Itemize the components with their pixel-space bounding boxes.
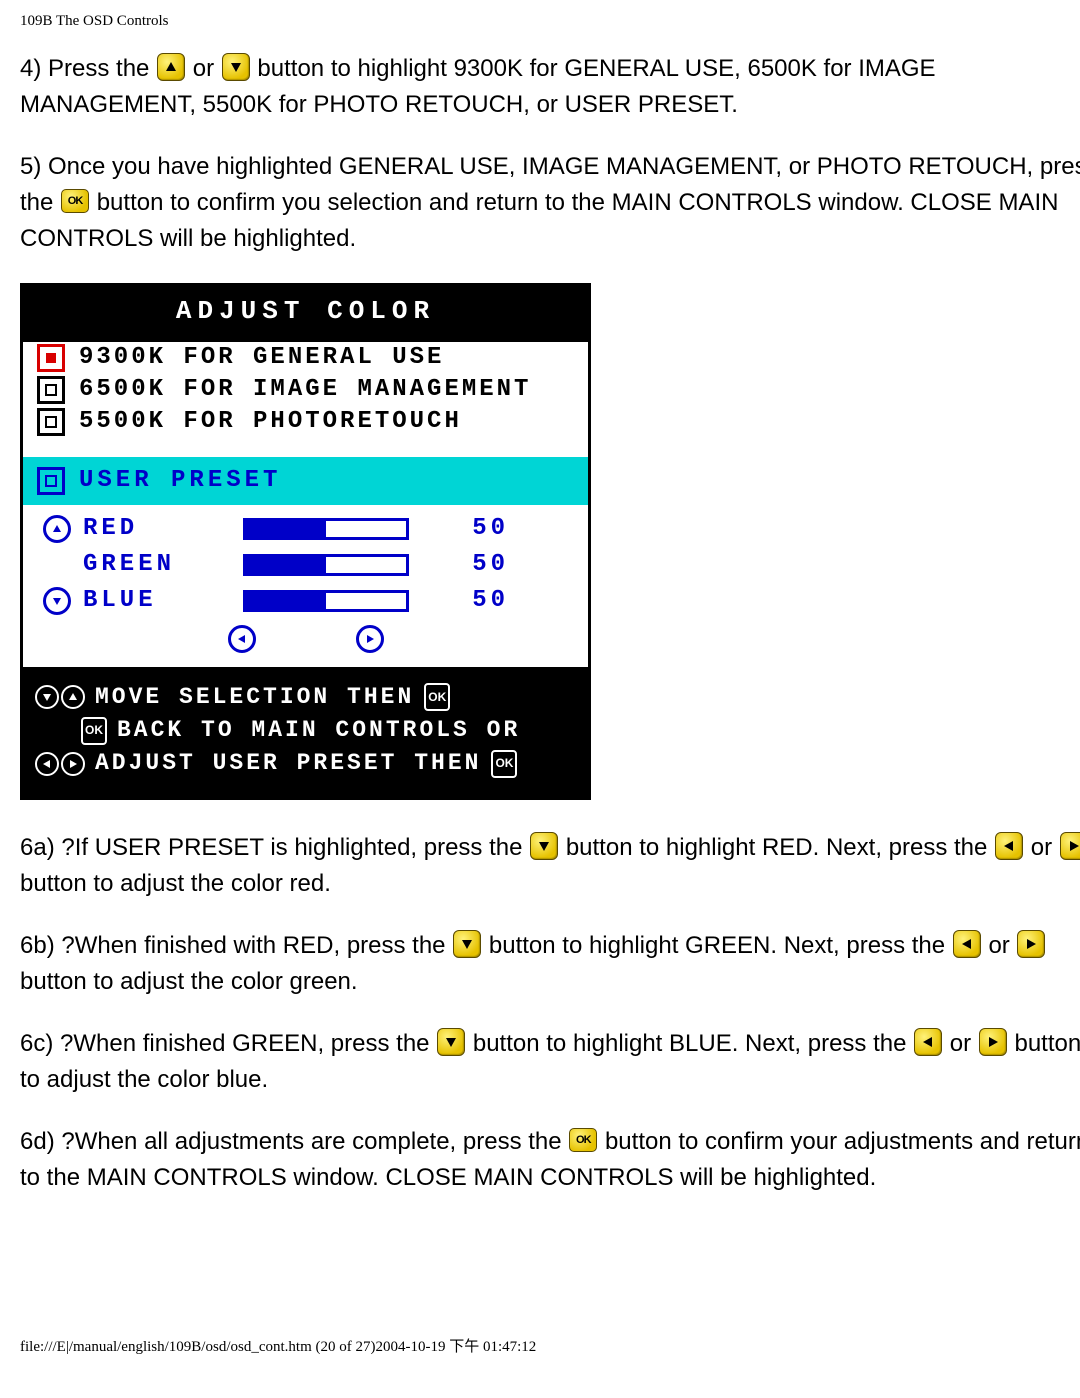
left-right-icon [35, 753, 85, 775]
up-button-icon [157, 53, 185, 81]
channel-bar [243, 554, 409, 576]
user-preset-header[interactable]: USER PRESET [23, 457, 588, 505]
left-right-controls [37, 619, 574, 653]
ok-button-icon: OK [569, 1128, 597, 1152]
osd-options: 9300K FOR GENERAL USE6500K FOR IMAGE MAN… [23, 339, 588, 457]
step-6c: 6c) ?When finished GREEN, press the butt… [20, 1026, 1080, 1098]
osd-option[interactable]: 9300K FOR GENERAL USE [37, 342, 574, 374]
up-arrow-icon [43, 515, 71, 543]
osd-option[interactable]: 6500K FOR IMAGE MANAGEMENT [37, 374, 574, 406]
ok-icon: OK [491, 750, 517, 778]
right-button-icon [1060, 832, 1080, 860]
arrow-slot [37, 587, 77, 615]
channel-value: 50 [469, 547, 509, 583]
down-button-icon [222, 53, 250, 81]
channel-row[interactable]: RED 50 [37, 511, 574, 547]
arrow-slot [37, 515, 77, 543]
text: or [950, 1030, 978, 1057]
down-button-icon [453, 930, 481, 958]
text: button to confirm you selection and retu… [20, 189, 1058, 252]
instr-text: MOVE SELECTION THEN [95, 681, 414, 714]
up-down-icon [35, 686, 85, 708]
step-6d: 6d) ?When all adjustments are complete, … [20, 1124, 1080, 1196]
osd-instructions: MOVE SELECTION THEN OK OK BACK TO MAIN C… [23, 667, 588, 797]
text: button to adjust the color green. [20, 968, 358, 995]
step-6a: 6a) ?If USER PRESET is highlighted, pres… [20, 830, 1080, 902]
instr-text: ADJUST USER PRESET THEN [95, 747, 481, 780]
step-5: 5) Once you have highlighted GENERAL USE… [20, 149, 1080, 257]
text: 6c) ?When finished GREEN, press the [20, 1030, 436, 1057]
osd-title: ADJUST COLOR [23, 286, 588, 339]
text: button to adjust the color red. [20, 870, 331, 897]
channel-name: BLUE [77, 583, 243, 619]
text: button to highlight GREEN. Next, press t… [489, 932, 952, 959]
text: 6b) ?When finished with RED, press the [20, 932, 452, 959]
channel-name: GREEN [77, 547, 243, 583]
left-button-icon [995, 832, 1023, 860]
down-arrow-icon [43, 587, 71, 615]
instr-text: BACK TO MAIN CONTROLS OR [117, 714, 520, 747]
left-button-icon [914, 1028, 942, 1056]
ok-icon: OK [424, 683, 450, 711]
osd-panel: ADJUST COLOR 9300K FOR GENERAL USE6500K … [20, 283, 591, 800]
ok-button-icon: OK [61, 189, 89, 213]
channel-row[interactable]: GREEN 50 [37, 547, 574, 583]
channel-bar [243, 518, 409, 540]
option-label: 6500K FOR IMAGE MANAGEMENT [79, 374, 531, 406]
user-preset-label: USER PRESET [79, 463, 281, 499]
text: 6a) ?If USER PRESET is highlighted, pres… [20, 834, 529, 861]
option-icon [37, 344, 65, 372]
channel-value: 50 [469, 511, 509, 547]
preset-icon [37, 467, 65, 495]
option-label: 9300K FOR GENERAL USE [79, 342, 444, 374]
channel-bar [243, 590, 409, 612]
step-6b: 6b) ?When finished with RED, press the b… [20, 928, 1080, 1000]
text: 4) Press the [20, 55, 156, 82]
text: button to highlight BLUE. Next, press th… [473, 1030, 913, 1057]
option-label: 5500K FOR PHOTORETOUCH [79, 406, 462, 438]
channel-name: RED [77, 511, 243, 547]
text: or [988, 932, 1016, 959]
text: button to highlight RED. Next, press the [566, 834, 994, 861]
option-icon [37, 408, 65, 436]
osd-option[interactable]: 5500K FOR PHOTORETOUCH [37, 406, 574, 438]
option-icon [37, 376, 65, 404]
right-button-icon [1017, 930, 1045, 958]
text: 6d) ?When all adjustments are complete, … [20, 1128, 568, 1155]
left-button-icon [953, 930, 981, 958]
text: or [193, 55, 221, 82]
channel-value: 50 [469, 583, 509, 619]
left-arrow-icon[interactable] [228, 625, 256, 653]
step-4: 4) Press the or button to highlight 9300… [20, 51, 1080, 123]
right-arrow-icon[interactable] [356, 625, 384, 653]
page-header: 109B The OSD Controls [20, 10, 1080, 33]
right-button-icon [979, 1028, 1007, 1056]
down-button-icon [530, 832, 558, 860]
page-footer: file:///E|/manual/english/109B/osd/osd_c… [20, 1336, 1080, 1359]
ok-icon: OK [81, 717, 107, 745]
text: or [1031, 834, 1059, 861]
osd-user-preset: USER PRESET RED 50 GREEN 50 BLUE 50 [23, 457, 588, 667]
preset-channels: RED 50 GREEN 50 BLUE 50 [23, 505, 588, 667]
down-button-icon [437, 1028, 465, 1056]
channel-row[interactable]: BLUE 50 [37, 583, 574, 619]
